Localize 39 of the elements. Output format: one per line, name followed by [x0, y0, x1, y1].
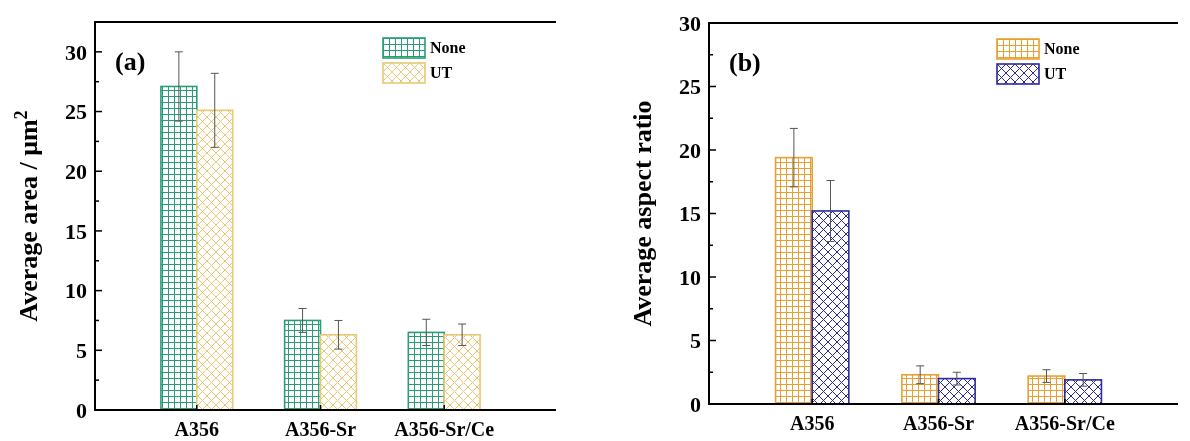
- bar: [811, 210, 850, 405]
- y-tick-label: 15: [65, 218, 87, 244]
- x-tick-label: A356: [789, 412, 835, 434]
- text: (b): [729, 48, 761, 77]
- legend-label: UT: [1044, 65, 1067, 82]
- legend-label: None: [430, 39, 466, 56]
- bar: [283, 319, 322, 411]
- y-tick-label: 10: [65, 278, 87, 304]
- y-tick-label: 0: [76, 397, 87, 423]
- y-tick-label: 15: [679, 201, 701, 227]
- bar: [196, 109, 234, 411]
- bar: [407, 331, 445, 411]
- y-tick-label: 30: [679, 10, 701, 36]
- y-tick-label: 10: [679, 264, 701, 290]
- bar: [160, 85, 198, 411]
- bar: [774, 156, 813, 405]
- bar: [1064, 379, 1103, 405]
- y-tick-label: 0: [690, 391, 701, 417]
- y-axis-title: Average aspect ratio: [628, 100, 657, 327]
- y-tick-label: 5: [690, 328, 701, 354]
- x-tick-label: A356-Sr: [284, 418, 357, 440]
- bar: [901, 373, 940, 405]
- bar: [937, 377, 976, 405]
- bar: [1027, 375, 1066, 405]
- bar: [443, 333, 481, 411]
- y-tick-label: 20: [679, 137, 701, 163]
- bar: [319, 333, 358, 411]
- x-tick-label: A356-Sr/Ce: [394, 418, 495, 440]
- x-tick-label: A356-Sr: [902, 412, 975, 434]
- x-tick-label: A356-Sr/Ce: [1014, 412, 1115, 434]
- y-tick-label: 25: [65, 99, 87, 125]
- y-tick-label: 30: [65, 39, 87, 65]
- y-tick-label: 20: [65, 158, 87, 184]
- text: (a): [115, 47, 146, 76]
- y-tick-label: 5: [76, 338, 87, 364]
- y-tick-label: 25: [679, 74, 701, 100]
- legend-label: None: [1044, 40, 1080, 57]
- x-tick-label: A356: [174, 418, 220, 440]
- legend-label: UT: [430, 64, 453, 81]
